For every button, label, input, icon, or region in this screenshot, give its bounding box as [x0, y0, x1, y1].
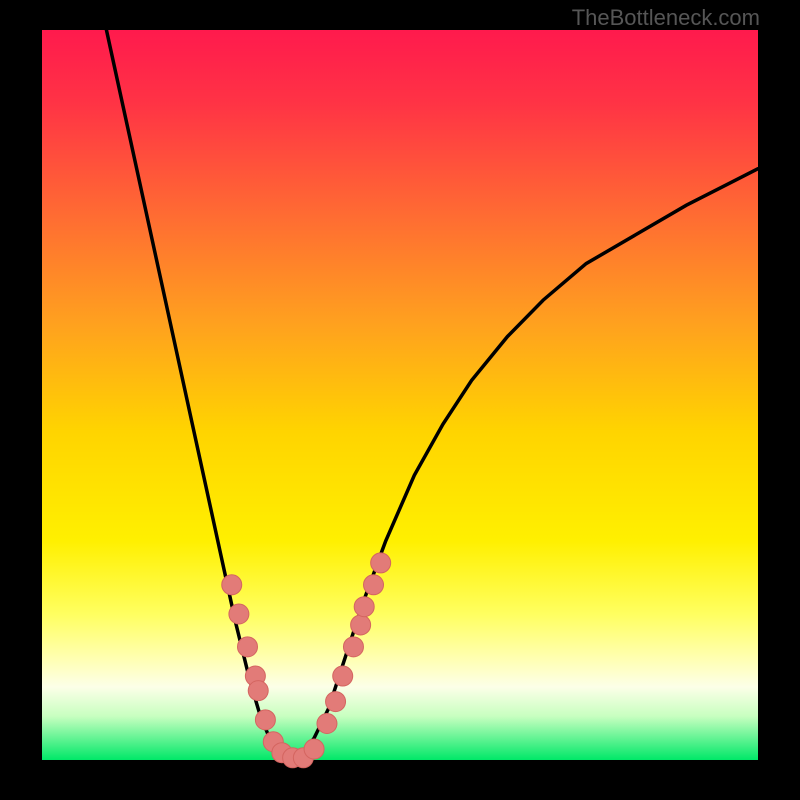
marker-point	[222, 575, 242, 595]
marker-point	[317, 714, 337, 734]
left-curve	[106, 30, 292, 759]
marker-point	[229, 604, 249, 624]
marker-point	[237, 637, 257, 657]
marker-point	[326, 692, 346, 712]
marker-point	[304, 739, 324, 759]
marker-point	[364, 575, 384, 595]
marker-point	[351, 615, 371, 635]
marker-point	[248, 681, 268, 701]
marker-point	[343, 637, 363, 657]
marker-point	[333, 666, 353, 686]
chart-svg	[42, 30, 758, 760]
plot-area	[42, 30, 758, 760]
marker-group	[222, 553, 391, 768]
marker-point	[255, 710, 275, 730]
right-curve	[293, 169, 758, 759]
watermark-text: TheBottleneck.com	[572, 5, 760, 31]
marker-point	[371, 553, 391, 573]
marker-point	[354, 597, 374, 617]
chart-frame: TheBottleneck.com	[0, 0, 800, 800]
